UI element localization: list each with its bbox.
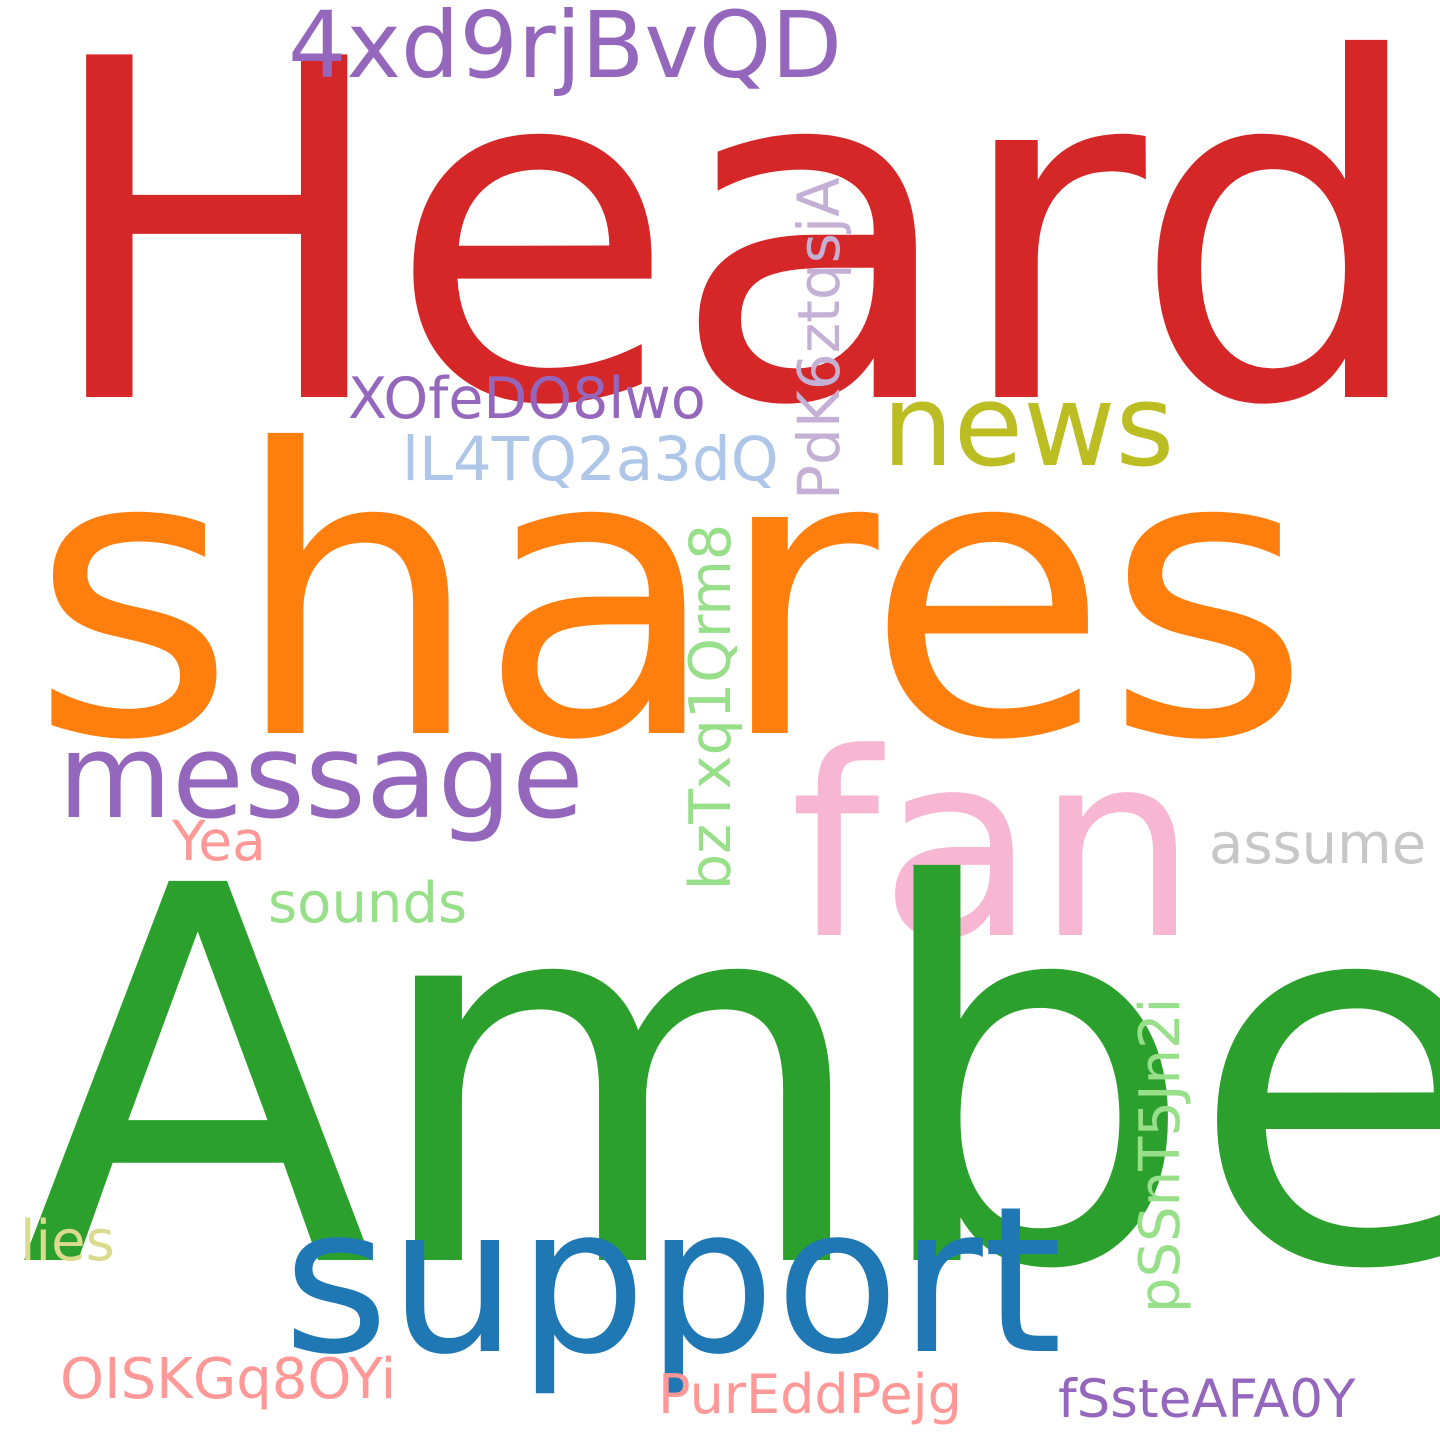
word-OISKGq8OYi: OISKGq8OYi [60,1347,397,1412]
word-pSSnT5Jn2i: pSSnT5Jn2i [1128,997,1193,1313]
word-shares: shares [30,367,1311,827]
word-sounds: sounds [268,871,468,936]
word-message: message [58,708,584,845]
word-yea: Yea [172,809,266,873]
word-news: news [882,360,1175,492]
word-fSsteAFA0Y: fSsteAFA0Y [1058,1369,1356,1430]
word-fan: fan [790,699,1198,996]
word-heard: Heard [40,0,1430,508]
word-4xd9rjBvQD: 4xd9rjBvQD [288,0,843,99]
word-support: support [283,1163,1063,1399]
word-lL4TQ2a3dQ: lL4TQ2a3dQ [402,424,779,495]
word-XOfeDO8lwo: XOfeDO8lwo [348,366,706,432]
word-amber: Amber [20,777,1440,1383]
word-assume: assume [1209,812,1427,877]
word-lies: lies [20,1209,115,1274]
word-PurEddPejg: PurEddPejg [658,1363,962,1426]
